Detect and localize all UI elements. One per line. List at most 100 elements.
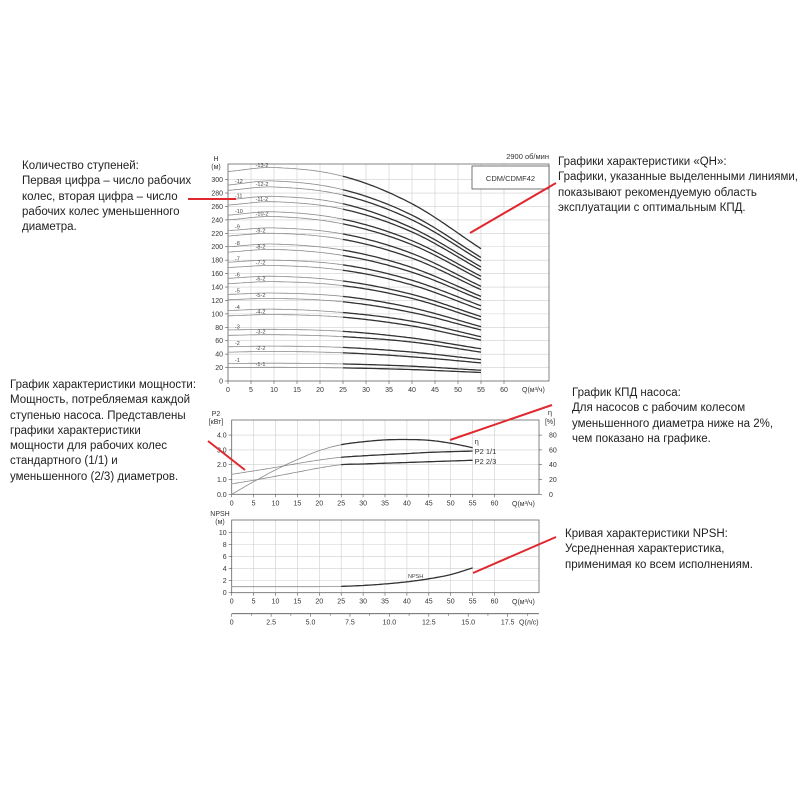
y-tick-label: 60 (215, 338, 223, 345)
qh-curve (227, 281, 344, 287)
y-tick-label: 0 (219, 379, 223, 386)
qh-curve-recommended (342, 346, 482, 361)
note-line: Количество ступеней: (22, 160, 139, 172)
x2-tick-label: 15.0 (461, 620, 475, 627)
curve-label: -6 (235, 272, 240, 278)
y-axis-title: H (213, 156, 218, 163)
series-line (231, 456, 342, 475)
curve-label: -7 (235, 256, 240, 262)
note-line: показывают рекомендуемую область (558, 186, 757, 199)
x2-axis-title: Q(л/с) (519, 620, 539, 627)
curve-label: -1-1 (256, 362, 266, 368)
x-tick-label: 5 (252, 599, 256, 606)
y-axis-title: NPSH (210, 511, 229, 518)
note-qh: Графики характеристики «QH»: Графики, ук… (558, 155, 798, 216)
curve-label: -5 (235, 289, 240, 295)
y-tick-label: 140 (211, 285, 223, 292)
series-line-recommended (341, 438, 473, 449)
x-tick-label: 30 (359, 500, 367, 507)
model-label: CDM/CDMF42 (486, 174, 535, 183)
note-power: График характеристики мощности: Мощность… (10, 378, 196, 485)
curve-label: -4 (235, 305, 240, 311)
x2-tick-label: 7.5 (345, 620, 355, 627)
y-tick-label: 20 (215, 365, 223, 372)
y-axis-unit: [кВт] (209, 419, 224, 426)
x2-tick-label: 17.5 (501, 620, 515, 627)
curve-label: -6-2 (256, 277, 266, 283)
y-tick-label: 220 (211, 231, 223, 238)
npsh-curve-recommended (341, 567, 473, 588)
qh-curve (227, 195, 344, 205)
x-tick-label: 60 (500, 387, 508, 394)
y2-tick-label: 20 (549, 477, 557, 484)
qh-curve-recommended (343, 367, 482, 374)
qh-curve (227, 232, 344, 240)
qh-curve (227, 259, 344, 266)
qh-curve-recommended (342, 194, 482, 262)
note-npsh: Кривая характеристики NPSH: Усредненная … (565, 527, 753, 573)
x-tick-label: 45 (425, 500, 433, 507)
series-label: NPSH (408, 574, 423, 580)
npsh-chart: 0 5 10 15 20 25 30 35 40 45 50 55 600246810NPSH(м)Q(… (210, 511, 540, 627)
curve-label: -11 (235, 194, 243, 200)
qh-curve (227, 328, 344, 332)
x-tick-label: 50 (447, 599, 455, 606)
series-line (231, 464, 342, 485)
note-line: График характеристики мощности: (10, 379, 197, 391)
x-tick-label: 40 (408, 387, 416, 394)
x2-tick-label: 5.0 (306, 620, 316, 627)
qh-curve (227, 292, 344, 297)
note-line: стандартного (1/1) и (10, 455, 118, 468)
note-efficiency: График КПД насоса: Для насосов с рабочим… (572, 386, 773, 447)
curve-label: -7-2 (256, 260, 266, 266)
x-tick-label: 50 (454, 387, 462, 394)
note-line: графики характеристики (10, 424, 141, 437)
y-tick-label: 40 (215, 352, 223, 359)
qh-curve (227, 265, 344, 271)
x-tick-label: 15 (294, 599, 302, 606)
y-tick-label: 80 (215, 325, 223, 332)
note-line: Усредненная характеристика, (565, 543, 725, 556)
x-tick-label: 10 (270, 387, 278, 394)
qh-curve (227, 201, 344, 210)
x-tick-label: 60 (491, 599, 499, 606)
note-stages: Количество ступеней: Первая цифра – числ… (22, 159, 191, 235)
curve-label: -10 (235, 209, 243, 215)
qh-curve-recommended (342, 295, 482, 328)
x2-tick-label: 0 (230, 620, 234, 627)
x-tick-label: 0 (230, 500, 234, 507)
x-axis-title: Q(м³/ч) (512, 501, 535, 508)
qh-curve-recommended (342, 249, 482, 297)
y-tick-label: 6 (223, 554, 227, 561)
pointer-power (207, 440, 246, 471)
x-axis-title: Q(м³/ч) (512, 599, 535, 606)
curve-label: -9 (235, 225, 240, 231)
curve-label: -2 (235, 341, 240, 347)
x-tick-label: 35 (381, 599, 389, 606)
series-label: P2 1/1 (475, 447, 497, 456)
qh-curve-recommended (342, 352, 482, 364)
qh-curve-recommended (342, 269, 482, 311)
x-tick-label: 25 (337, 500, 345, 507)
note-line: ступенью насоса. Представлены (10, 409, 186, 422)
model-box (471, 165, 550, 190)
note-line: Для насосов с рабочим колесом (572, 402, 746, 415)
x-tick-label: 30 (362, 387, 370, 394)
note-line: Первая цифра – число рабочих (22, 175, 192, 188)
y-tick-label: 260 (211, 204, 223, 211)
curve-label: -2-2 (256, 346, 266, 352)
x-tick-label: 0 (226, 387, 230, 394)
y2-tick-label: 60 (549, 447, 557, 454)
y-tick-label: 2.0 (217, 462, 227, 469)
qh-curve (227, 249, 344, 256)
qh-curve (227, 180, 344, 191)
curve-label: -5-2 (256, 293, 266, 299)
y-tick-label: 4 (223, 566, 227, 573)
x-tick-label: 55 (469, 599, 477, 606)
qh-curve (227, 211, 344, 220)
power-efficiency-chart: 0510152025303540455055600.01.02.03.04.00… (209, 408, 557, 508)
qh-curve (228, 351, 344, 354)
y-axis-unit: (м) (211, 164, 220, 171)
